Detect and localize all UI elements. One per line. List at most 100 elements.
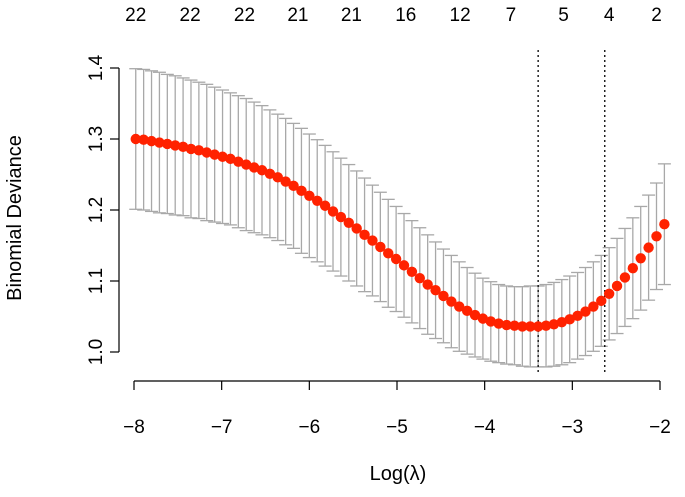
top-axis-label: 16 bbox=[395, 5, 416, 26]
x-axis-title: Log(λ) bbox=[370, 463, 427, 485]
top-axis-labels: 22 22 22 21 21 16 12 7 5 4 2 bbox=[125, 5, 662, 26]
data-point bbox=[572, 310, 583, 321]
top-axis-label: 21 bbox=[287, 5, 308, 26]
data-point bbox=[288, 180, 299, 192]
top-axis-label: 4 bbox=[604, 5, 615, 26]
data-point bbox=[540, 320, 552, 331]
x-tick-label: −4 bbox=[474, 417, 496, 438]
data-point bbox=[517, 321, 528, 332]
data-point bbox=[264, 168, 276, 179]
data-point bbox=[611, 280, 623, 292]
data-point bbox=[185, 143, 197, 155]
data-point bbox=[398, 260, 410, 271]
data-point bbox=[383, 248, 394, 259]
data-point bbox=[438, 290, 449, 302]
top-axis-label: 22 bbox=[180, 5, 201, 26]
data-point bbox=[241, 159, 252, 170]
top-axis-label: 12 bbox=[450, 5, 471, 26]
top-axis-label: 2 bbox=[651, 5, 662, 26]
data-point bbox=[233, 156, 244, 167]
data-point bbox=[217, 151, 228, 162]
data-point bbox=[312, 195, 323, 206]
y-tick-label: 1.2 bbox=[86, 197, 107, 223]
data-point bbox=[493, 318, 504, 329]
data-point bbox=[603, 288, 615, 299]
data-point bbox=[430, 285, 441, 296]
data-point bbox=[375, 241, 386, 253]
data-points bbox=[130, 133, 670, 332]
top-axis-label: 22 bbox=[234, 5, 255, 26]
data-point bbox=[367, 235, 378, 246]
data-point bbox=[596, 295, 607, 307]
data-point bbox=[446, 296, 457, 307]
top-axis-label: 7 bbox=[506, 5, 517, 26]
data-point bbox=[177, 141, 189, 153]
y-tick-label: 1.1 bbox=[86, 268, 107, 294]
top-axis-label: 5 bbox=[558, 5, 569, 26]
x-tick-label: −7 bbox=[211, 417, 233, 438]
data-point bbox=[659, 219, 670, 230]
data-point bbox=[635, 253, 646, 264]
data-point bbox=[130, 133, 141, 145]
x-tick-label: −2 bbox=[649, 417, 671, 438]
x-tick-label: −5 bbox=[386, 417, 408, 438]
data-point bbox=[556, 316, 568, 328]
data-point bbox=[501, 319, 512, 331]
data-point bbox=[170, 140, 181, 151]
data-point bbox=[319, 200, 331, 211]
data-point bbox=[272, 172, 283, 183]
data-point bbox=[280, 176, 291, 187]
data-point bbox=[477, 313, 489, 324]
data-point bbox=[351, 223, 362, 234]
data-point bbox=[201, 147, 212, 158]
data-point bbox=[422, 279, 433, 290]
x-tick-label: −6 bbox=[298, 417, 320, 438]
data-point bbox=[335, 211, 347, 223]
data-point bbox=[651, 231, 662, 242]
data-point bbox=[256, 165, 268, 176]
y-axis-title: Binomial Deviance bbox=[4, 135, 26, 301]
data-point bbox=[532, 321, 544, 332]
data-point bbox=[580, 306, 591, 317]
data-point bbox=[414, 272, 425, 284]
data-point bbox=[296, 185, 307, 197]
data-point bbox=[146, 135, 157, 147]
data-point bbox=[359, 229, 370, 241]
error-bars bbox=[129, 68, 671, 368]
y-tick-label: 1.4 bbox=[86, 54, 107, 81]
y-axis: 1.0 1.1 1.2 1.3 1.4 bbox=[86, 54, 120, 365]
data-point bbox=[138, 134, 149, 145]
data-point bbox=[627, 263, 639, 274]
data-point bbox=[588, 301, 599, 312]
data-point bbox=[248, 162, 260, 173]
data-point bbox=[469, 309, 481, 321]
reference-lines bbox=[537, 50, 606, 374]
data-point bbox=[406, 266, 418, 277]
data-point bbox=[461, 305, 473, 317]
data-point bbox=[548, 319, 560, 330]
x-tick-label: −3 bbox=[561, 417, 583, 438]
data-point bbox=[454, 301, 465, 312]
data-point bbox=[390, 253, 402, 265]
data-point bbox=[327, 206, 339, 217]
y-tick-label: 1.3 bbox=[86, 126, 107, 152]
data-point bbox=[193, 145, 205, 156]
top-axis-label: 22 bbox=[125, 5, 146, 26]
data-point bbox=[162, 138, 173, 150]
data-point bbox=[343, 217, 354, 228]
y-tick-label: 1.0 bbox=[86, 339, 107, 365]
data-point bbox=[225, 153, 236, 165]
data-point bbox=[485, 316, 497, 327]
top-axis-label: 21 bbox=[341, 5, 362, 26]
data-point bbox=[564, 314, 575, 325]
x-tick-label: −8 bbox=[123, 417, 145, 438]
data-point bbox=[619, 272, 631, 283]
x-axis: −8 −7 −6 −5 −4 −3 −2 bbox=[123, 380, 671, 438]
data-point bbox=[525, 321, 536, 332]
data-point bbox=[209, 149, 220, 160]
data-point bbox=[509, 320, 520, 331]
data-point bbox=[154, 137, 165, 148]
data-point bbox=[643, 242, 654, 253]
data-point bbox=[304, 190, 315, 201]
